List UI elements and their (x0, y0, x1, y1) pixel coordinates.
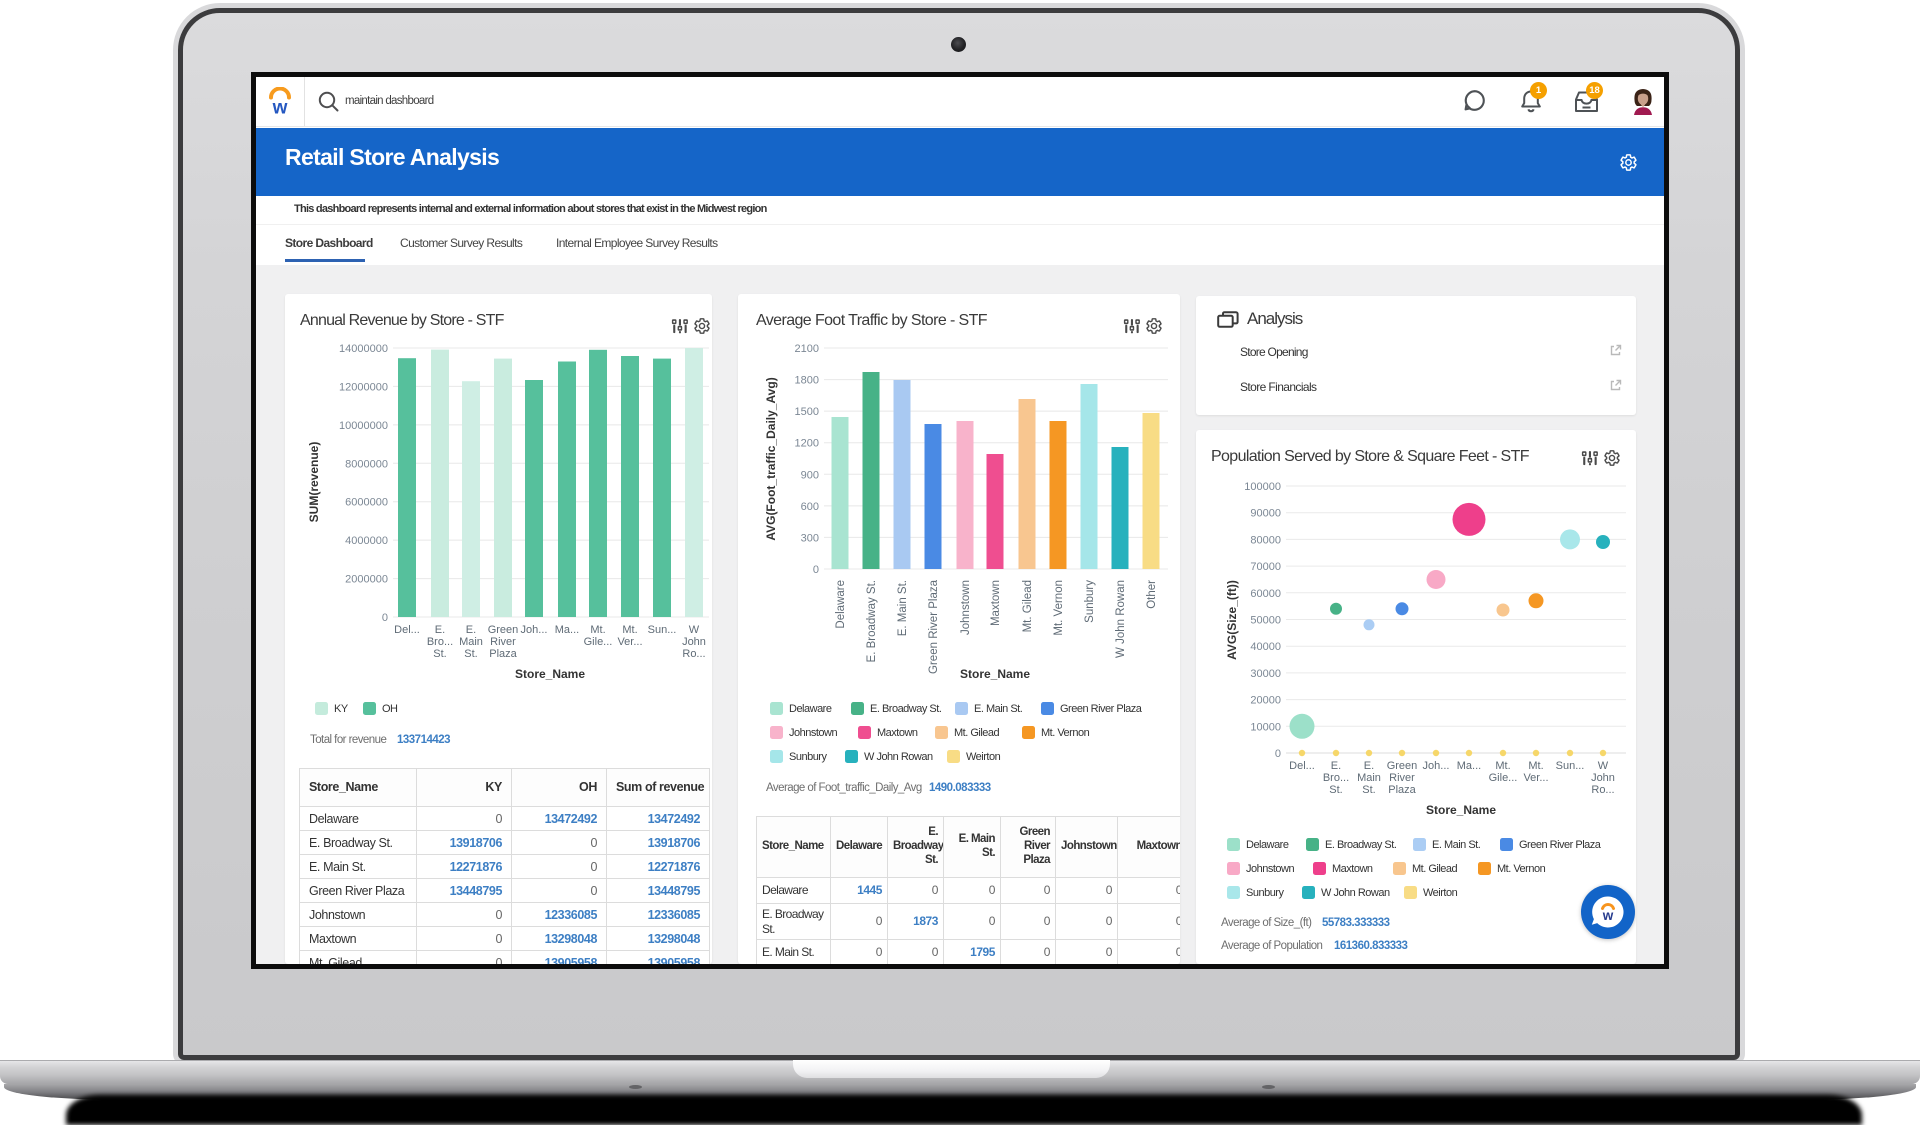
svg-text:Mt.: Mt. (1528, 760, 1543, 772)
svg-text:W: W (1598, 760, 1609, 772)
svg-text:AVG(Size_(ft)): AVG(Size_(ft)) (1225, 580, 1239, 660)
svg-text:6000000: 6000000 (345, 497, 388, 509)
svg-text:Sunbury: Sunbury (1084, 580, 1096, 623)
svg-text:Gile...: Gile... (1489, 772, 1518, 784)
svg-text:Main: Main (1357, 772, 1381, 784)
svg-text:St.: St. (1329, 784, 1342, 796)
svg-text:Bro...: Bro... (1323, 772, 1349, 784)
svg-text:E.: E. (1331, 760, 1341, 772)
svg-text:E.: E. (466, 624, 476, 636)
svg-text:Green River Plaza: Green River Plaza (928, 579, 940, 674)
svg-text:River: River (490, 636, 516, 648)
svg-text:Mt. Vernon: Mt. Vernon (1053, 580, 1065, 636)
svg-text:Ro...: Ro... (682, 648, 705, 660)
svg-text:E. Main St.: E. Main St. (897, 580, 909, 636)
svg-text:W John Rowan: W John Rowan (1115, 580, 1127, 658)
svg-text:Maxtown: Maxtown (990, 580, 1002, 626)
svg-text:Sun...: Sun... (648, 624, 677, 636)
svg-text:Delaware: Delaware (835, 580, 847, 629)
svg-text:Del...: Del... (394, 624, 420, 636)
svg-text:30000: 30000 (1250, 668, 1281, 680)
svg-text:Plaza: Plaza (1388, 784, 1416, 796)
svg-text:Ver...: Ver... (617, 636, 642, 648)
svg-text:Plaza: Plaza (489, 648, 517, 660)
svg-text:Store_Name: Store_Name (515, 667, 585, 681)
svg-text:Other: Other (1146, 580, 1158, 609)
svg-text:w: w (272, 98, 288, 118)
svg-text:2000000: 2000000 (345, 574, 388, 586)
svg-text:100000: 100000 (1244, 481, 1281, 493)
svg-text:St.: St. (464, 648, 477, 660)
svg-text:John: John (682, 636, 706, 648)
svg-text:4000000: 4000000 (345, 535, 388, 547)
svg-text:Mt.: Mt. (622, 624, 637, 636)
svg-text:2100: 2100 (795, 343, 819, 355)
svg-text:0: 0 (382, 612, 388, 624)
svg-text:1500: 1500 (795, 406, 819, 418)
svg-text:John: John (1591, 772, 1615, 784)
svg-text:10000000: 10000000 (339, 420, 388, 432)
svg-text:Green: Green (488, 624, 519, 636)
svg-text:0: 0 (1275, 748, 1281, 760)
svg-text:AVG(Foot_traffic_Daily_Avg): AVG(Foot_traffic_Daily_Avg) (764, 377, 778, 540)
svg-text:St.: St. (1362, 784, 1375, 796)
svg-text:Mt.: Mt. (590, 624, 605, 636)
svg-text:10000: 10000 (1250, 721, 1281, 733)
svg-text:Main: Main (459, 636, 483, 648)
svg-text:Sun...: Sun... (1556, 760, 1585, 772)
svg-text:Ro...: Ro... (1591, 784, 1614, 796)
svg-text:40000: 40000 (1250, 641, 1281, 653)
svg-text:80000: 80000 (1250, 534, 1281, 546)
svg-text:60000: 60000 (1250, 588, 1281, 600)
svg-text:Mt.: Mt. (1495, 760, 1510, 772)
svg-text:Del...: Del... (1289, 760, 1315, 772)
svg-text:300: 300 (801, 532, 819, 544)
svg-text:E.: E. (1364, 760, 1374, 772)
svg-text:900: 900 (801, 469, 819, 481)
svg-text:Ver...: Ver... (1523, 772, 1548, 784)
svg-text:Ma...: Ma... (1457, 760, 1481, 772)
svg-text:Joh...: Joh... (1423, 760, 1450, 772)
svg-text:12000000: 12000000 (339, 381, 388, 393)
svg-text:Gile...: Gile... (584, 636, 613, 648)
svg-text:Johnstown: Johnstown (960, 580, 972, 635)
svg-text:Ma...: Ma... (555, 624, 579, 636)
svg-text:Store_Name: Store_Name (960, 667, 1030, 681)
svg-text:W: W (689, 624, 700, 636)
svg-text:SUM(revenue): SUM(revenue) (307, 442, 321, 523)
svg-text:St.: St. (433, 648, 446, 660)
svg-text:E. Broadway St.: E. Broadway St. (866, 580, 878, 662)
svg-text:River: River (1389, 772, 1415, 784)
svg-text:600: 600 (801, 501, 819, 513)
svg-text:20000: 20000 (1250, 695, 1281, 707)
svg-text:Joh...: Joh... (521, 624, 548, 636)
svg-text:Green: Green (1387, 760, 1418, 772)
svg-text:50000: 50000 (1250, 615, 1281, 627)
svg-text:70000: 70000 (1250, 561, 1281, 573)
svg-text:Store_Name: Store_Name (1426, 803, 1496, 817)
svg-text:0: 0 (813, 564, 819, 576)
svg-text:w: w (1602, 908, 1614, 923)
svg-text:90000: 90000 (1250, 508, 1281, 520)
svg-text:14000000: 14000000 (339, 343, 388, 355)
svg-text:8000000: 8000000 (345, 458, 388, 470)
svg-text:1800: 1800 (795, 375, 819, 387)
svg-text:E.: E. (435, 624, 445, 636)
svg-text:Bro...: Bro... (427, 636, 453, 648)
svg-text:1200: 1200 (795, 438, 819, 450)
svg-text:Mt. Gilead: Mt. Gilead (1022, 580, 1034, 632)
